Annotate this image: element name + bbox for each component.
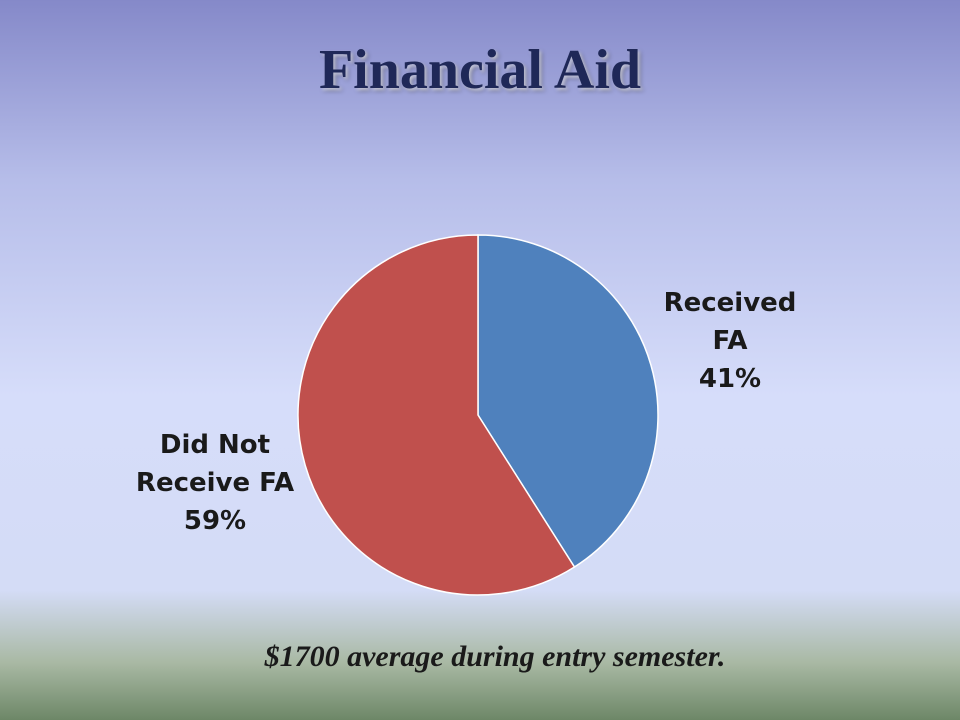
pie-slice bbox=[297, 234, 576, 596]
annotation: $1700 average during entry semester. bbox=[264, 640, 726, 673]
value-label: 59% bbox=[183, 506, 247, 536]
slice-label: Did Not Receive FA bbox=[135, 430, 295, 498]
value-label: 41% bbox=[698, 364, 762, 394]
chart-title: Financial Aid bbox=[318, 39, 642, 101]
pie-slice bbox=[477, 234, 659, 569]
slice-label: Received FA bbox=[663, 288, 797, 356]
